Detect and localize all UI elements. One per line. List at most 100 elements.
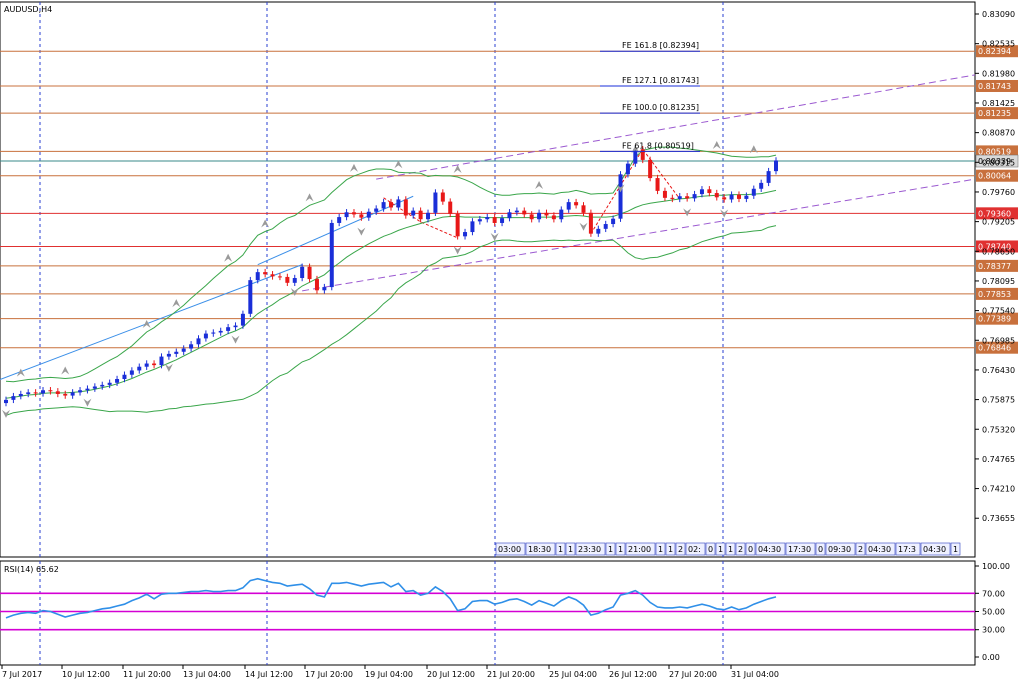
fractal-down-arrow <box>231 335 240 344</box>
level-price-label: 0.80519 <box>978 147 1011 156</box>
session-time-label: 1 <box>668 545 673 554</box>
candle-body <box>566 202 571 210</box>
session-time-box <box>920 542 951 556</box>
candle-body <box>485 217 490 220</box>
candle-body <box>263 272 268 275</box>
candle-body <box>389 202 393 208</box>
candle-body <box>463 232 468 237</box>
candle-body <box>374 208 379 212</box>
rsi-period-separators <box>39 561 724 665</box>
session-time-label: 0 <box>818 545 823 554</box>
session-time-box <box>950 542 961 556</box>
candle-body <box>122 374 127 380</box>
rsi-series-line <box>5 577 777 619</box>
price-tick-label: 0.74765 <box>982 455 1015 464</box>
fractal-down-arrow <box>83 398 92 407</box>
candle-body <box>403 199 408 216</box>
candle-body <box>255 272 260 281</box>
fib-expansion-label: FE 100.0 [0.81235] <box>622 103 699 112</box>
fractal-up-arrow <box>712 140 721 149</box>
price-tick-label: 0.77540 <box>982 307 1015 316</box>
rsi-panel[interactable]: RSI(14) 65.62 <box>0 560 976 666</box>
candle-body <box>692 194 697 199</box>
level-price-badge <box>976 312 1018 325</box>
fractal-up-arrow <box>349 163 358 172</box>
session-time-label: 2 <box>858 545 863 554</box>
fractal-down-arrow <box>579 222 588 231</box>
candle-body <box>744 195 749 199</box>
candle-body <box>218 330 223 333</box>
session-time-box <box>565 542 576 556</box>
candle-body <box>448 201 453 214</box>
candle-body <box>426 212 431 220</box>
candle-body <box>337 217 342 223</box>
session-time-box <box>715 542 726 556</box>
candle-body <box>588 212 593 234</box>
session-time-label: 1 <box>728 545 733 554</box>
session-time-label: 04:30 <box>923 545 946 554</box>
price-tick-label: 0.78650 <box>982 247 1015 256</box>
candle-body <box>107 382 112 385</box>
price-tick-label: 0.78095 <box>982 277 1015 286</box>
level-price-label: 0.81235 <box>978 109 1011 118</box>
session-time-box <box>855 542 866 556</box>
session-time-label: 1 <box>568 545 573 554</box>
candle-body <box>381 202 386 209</box>
candle-body <box>48 390 53 392</box>
bollinger-bands <box>5 146 777 416</box>
candle-body <box>115 379 120 383</box>
session-time-box <box>615 542 626 556</box>
time-tick-label: 17 Jul 20:00 <box>305 670 353 679</box>
zigzag <box>590 148 681 234</box>
price-tick-label: 0.76985 <box>982 336 1015 345</box>
session-time-box <box>555 542 566 556</box>
session-time-label: 0 <box>708 545 713 554</box>
fractal-up-arrow <box>394 160 403 169</box>
candle-body <box>736 194 741 199</box>
candle-body <box>85 388 90 391</box>
candle-body <box>211 332 216 334</box>
candle-body <box>603 224 608 229</box>
rsi-tick-label: 30.00 <box>982 626 1005 635</box>
candle-body <box>544 212 549 216</box>
candle-body <box>581 205 586 213</box>
session-time-label: 17:30 <box>788 545 811 554</box>
fractal-up-arrow <box>16 368 25 377</box>
candle-body <box>470 221 475 233</box>
session-time-label: 03:00 <box>498 545 521 554</box>
fractal-up-arrow <box>453 165 462 174</box>
fractal-down-arrow <box>616 184 625 193</box>
candle-body <box>670 197 675 199</box>
time-tick-label: 25 Jul 04:00 <box>549 670 597 679</box>
price-tick-label: 0.83090 <box>982 10 1015 19</box>
level-price-badge <box>976 287 1018 300</box>
time-tick-label: 19 Jul 04:00 <box>365 670 413 679</box>
candle-body <box>522 210 527 215</box>
level-price-label: 0.79360 <box>978 209 1011 218</box>
candle-body <box>574 202 579 206</box>
candle-body <box>440 192 445 202</box>
fib-expansion-label: FE 161.8 [0.82394] <box>622 41 699 50</box>
session-time-box <box>785 542 816 556</box>
session-time-box <box>815 542 826 556</box>
session-time-box <box>655 542 666 556</box>
candle-body <box>596 228 601 234</box>
level-price-label: 0.77389 <box>978 315 1011 324</box>
session-time-box <box>495 542 526 556</box>
candle-body <box>248 280 253 314</box>
level-price-label: 0.76846 <box>978 344 1011 353</box>
session-time-label: 09:30 <box>828 545 851 554</box>
price-chart-panel[interactable]: FE 161.8 [0.82394] FE 127.1 [0.81743] FE 1… <box>0 1 976 558</box>
fractal-down-arrow <box>490 232 499 241</box>
level-price-badge <box>976 207 1018 220</box>
candle-body <box>11 396 16 400</box>
session-time-box <box>665 542 676 556</box>
candle-body <box>611 218 616 225</box>
candle-body <box>551 215 556 220</box>
candle-body <box>166 353 171 357</box>
candle-body <box>774 160 778 172</box>
fractal-down-arrow <box>2 409 10 418</box>
session-time-box <box>865 542 896 556</box>
session-time-box <box>685 542 706 556</box>
